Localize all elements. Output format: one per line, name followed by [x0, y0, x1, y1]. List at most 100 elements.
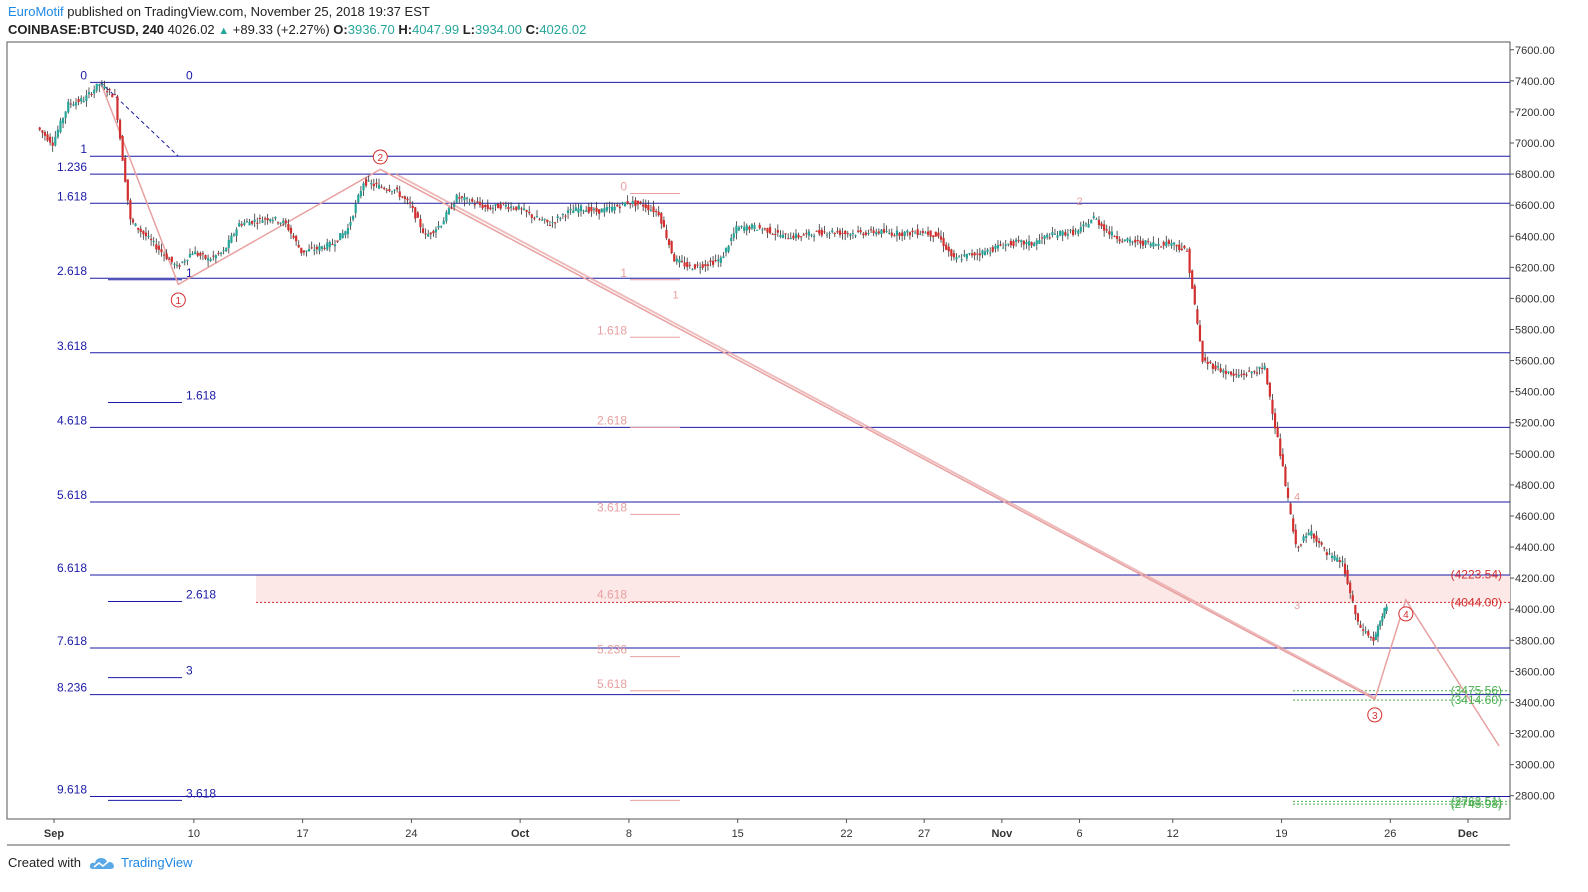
candle-body — [613, 206, 616, 211]
candle-body — [885, 230, 888, 232]
candle-body — [1128, 239, 1132, 243]
candle-body — [238, 223, 241, 227]
candle-body — [605, 206, 609, 211]
tradingview-brand[interactable]: TradingView — [120, 855, 193, 870]
candle-body — [1253, 371, 1256, 373]
extension-label: 1 — [186, 266, 193, 280]
x-tick-label: 19 — [1275, 828, 1287, 840]
candle-body — [473, 204, 476, 206]
candle-body — [727, 245, 730, 252]
candle-body — [333, 244, 337, 247]
candle-body — [802, 234, 805, 236]
fib-level-label: 4.618 — [57, 413, 87, 427]
candle-body — [1038, 239, 1041, 244]
open-value: 3936.70 — [347, 22, 395, 37]
candle-body — [253, 219, 256, 222]
candle-body — [582, 210, 585, 212]
candle-body — [807, 231, 811, 236]
candle-body — [750, 224, 754, 229]
candle-body — [408, 202, 412, 204]
candle-body — [1118, 239, 1121, 242]
y-tick-label: 3000.00 — [1515, 760, 1555, 772]
candle-body — [1025, 242, 1028, 245]
x-tick-label: 8 — [626, 828, 632, 840]
y-tick-label: 3400.00 — [1515, 697, 1555, 709]
candle-body — [1147, 241, 1150, 243]
candle-body — [880, 229, 883, 235]
candle-body — [491, 207, 495, 209]
candle-body — [478, 201, 482, 206]
candle-body — [688, 264, 691, 266]
candle-body — [243, 222, 246, 225]
candle-body — [323, 247, 326, 249]
y-tick-label: 6600.00 — [1515, 200, 1555, 212]
candle-body — [1276, 426, 1279, 438]
candle-body — [616, 204, 619, 207]
candle-body — [186, 259, 189, 261]
candle-body — [1165, 241, 1168, 247]
candle-body — [90, 93, 93, 95]
candle-body — [631, 201, 634, 204]
candle-body — [779, 235, 782, 238]
pink-fib-label: 5.236 — [597, 643, 627, 657]
candle-body — [1336, 557, 1339, 562]
candle-body — [196, 252, 199, 256]
candle-body — [214, 255, 217, 259]
extension-label: 1.618 — [186, 389, 216, 403]
candle-body — [85, 95, 88, 101]
candle-body — [1222, 370, 1225, 373]
candle-body — [686, 261, 689, 268]
candle-body — [403, 196, 407, 200]
y-tick-label: 5000.00 — [1515, 449, 1555, 461]
candle-body — [1294, 529, 1297, 545]
candle-body — [380, 186, 383, 188]
candle-body — [1305, 535, 1308, 538]
candle-body — [590, 206, 593, 212]
wave-circle — [372, 149, 388, 165]
extension-label: 3.618 — [186, 786, 216, 800]
candle-body — [960, 259, 963, 261]
candle-body — [126, 179, 129, 201]
tradingview-logo-icon[interactable] — [89, 856, 115, 870]
candle-body — [80, 98, 83, 102]
candle-body — [61, 118, 65, 124]
fib-level-label: 5.618 — [57, 488, 87, 502]
symbol-name: COINBASE:BTCUSD, 240 — [8, 22, 165, 37]
author-name[interactable]: EuroMotif — [8, 4, 64, 19]
candle-body — [49, 136, 52, 143]
fib-level-label: 7.618 — [57, 634, 87, 648]
candle-body — [1136, 240, 1139, 242]
candle-body — [857, 230, 860, 232]
x-tick-label: 24 — [405, 828, 417, 840]
candle-body — [1367, 631, 1370, 636]
candle-body — [1178, 244, 1181, 251]
candle-body — [1139, 240, 1142, 244]
candle-body — [743, 227, 746, 231]
candle-body — [968, 253, 971, 255]
fib-level-label: 6.618 — [57, 561, 87, 575]
candle-body — [341, 233, 344, 238]
candle-body — [118, 119, 122, 139]
candle-body — [1046, 234, 1049, 238]
candle-body — [486, 204, 489, 209]
candle-body — [1193, 285, 1196, 305]
candle-body — [460, 196, 463, 198]
candle-body — [331, 243, 334, 245]
candle-body — [986, 249, 989, 252]
candle-body — [56, 129, 59, 138]
candle-body — [636, 200, 640, 205]
candle-body — [390, 191, 394, 193]
candle-body — [1349, 582, 1352, 594]
candle-body — [942, 238, 945, 247]
x-tick-label: Sep — [44, 828, 64, 840]
candle-body — [916, 229, 919, 236]
candle-body — [209, 259, 212, 261]
candle-body — [1149, 243, 1152, 247]
candle-body — [849, 234, 852, 236]
candle-body — [1103, 224, 1106, 231]
candle-body — [846, 233, 849, 235]
candle-body — [924, 232, 927, 234]
candle-body — [841, 232, 844, 234]
candle-body — [1261, 368, 1264, 370]
